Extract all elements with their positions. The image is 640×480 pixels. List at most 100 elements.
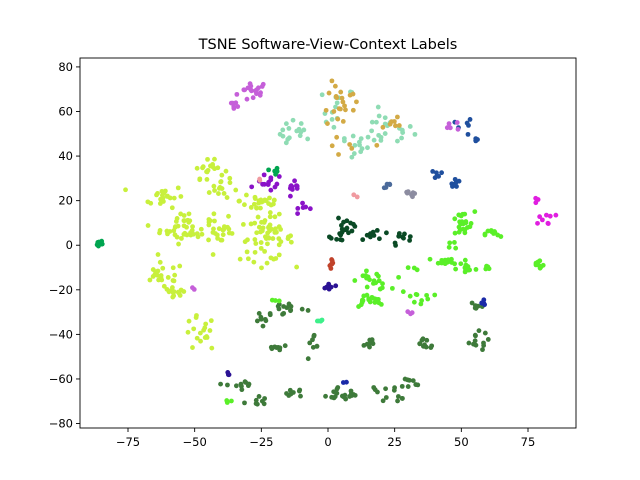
data-point: [172, 224, 178, 230]
data-point: [358, 136, 364, 142]
data-point: [198, 338, 203, 344]
data-point: [482, 232, 488, 238]
y-tick-label: 80: [58, 60, 73, 74]
data-point: [432, 292, 438, 298]
data-point: [365, 145, 370, 151]
data-point: [247, 81, 253, 87]
data-point: [349, 145, 355, 151]
data-point: [439, 170, 444, 176]
data-point: [237, 256, 243, 262]
data-point: [216, 191, 221, 196]
data-point: [364, 284, 370, 290]
data-point: [373, 280, 379, 286]
data-point: [369, 337, 375, 343]
data-point: [221, 191, 227, 196]
data-point: [423, 344, 429, 350]
data-point: [298, 129, 304, 135]
data-point: [298, 393, 303, 399]
data-point: [206, 219, 212, 225]
data-point: [368, 232, 374, 238]
data-point: [224, 398, 230, 403]
data-point: [162, 188, 168, 194]
data-point: [351, 192, 357, 198]
data-point: [473, 342, 479, 348]
data-point: [377, 286, 383, 292]
data-point: [211, 211, 217, 217]
data-point: [181, 218, 187, 224]
data-point: [369, 119, 375, 125]
data-point: [374, 228, 380, 233]
data-point: [274, 181, 280, 187]
data-point: [467, 267, 472, 273]
data-point: [277, 131, 283, 137]
data-point: [310, 344, 316, 350]
y-tick-label: −80: [49, 417, 73, 431]
data-point: [204, 177, 210, 182]
data-point: [464, 225, 470, 230]
data-point: [268, 177, 274, 183]
data-point: [332, 83, 338, 89]
data-point: [254, 205, 260, 211]
data-point: [229, 231, 235, 236]
data-point: [235, 104, 241, 109]
data-point: [277, 347, 283, 353]
data-point: [243, 380, 249, 385]
data-point: [325, 121, 330, 126]
data-point: [153, 269, 158, 275]
y-axis-ticks: −80 −60 −40 −20 0 20 40 60 80: [49, 60, 80, 431]
data-point: [459, 219, 465, 225]
data-point: [473, 303, 478, 308]
data-point: [252, 249, 258, 255]
data-point: [234, 91, 240, 97]
data-point: [446, 244, 452, 250]
data-point: [251, 201, 257, 207]
data-point: [297, 387, 303, 393]
chart-title: TSNE Software-View-Context Labels: [198, 37, 458, 53]
data-point: [446, 121, 452, 127]
data-point: [410, 378, 416, 384]
data-point: [171, 289, 177, 295]
data-point: [307, 206, 313, 212]
data-point: [329, 78, 335, 84]
data-point: [340, 119, 346, 124]
data-point: [396, 123, 402, 128]
data-point: [389, 285, 395, 291]
data-point: [352, 392, 358, 398]
data-point: [259, 265, 264, 271]
data-point: [284, 391, 289, 396]
data-point: [537, 214, 543, 220]
data-point: [319, 92, 325, 98]
data-point: [447, 240, 453, 246]
data-point: [197, 177, 203, 183]
data-point: [400, 396, 405, 401]
data-point: [297, 133, 303, 139]
data-point: [263, 318, 269, 324]
data-point: [254, 401, 260, 407]
data-point: [190, 285, 195, 291]
data-point: [413, 382, 419, 387]
data-point: [298, 121, 304, 126]
data-point: [348, 391, 354, 396]
data-point: [391, 387, 397, 393]
data-point: [219, 237, 225, 243]
data-point: [273, 298, 278, 303]
data-point: [178, 194, 184, 199]
data-point: [553, 212, 559, 218]
data-point: [270, 236, 276, 241]
data-point: [300, 205, 306, 211]
data-point: [469, 300, 475, 306]
data-point: [288, 239, 294, 245]
data-point: [252, 237, 258, 242]
data-point: [428, 345, 434, 350]
data-point: [462, 230, 468, 236]
data-point: [456, 229, 462, 235]
data-point: [533, 195, 539, 201]
data-point: [473, 267, 479, 272]
data-point: [334, 386, 340, 392]
data-point: [350, 91, 356, 97]
data-point: [226, 372, 232, 378]
data-point: [219, 186, 225, 191]
data-point: [95, 240, 101, 245]
data-point: [449, 260, 455, 265]
